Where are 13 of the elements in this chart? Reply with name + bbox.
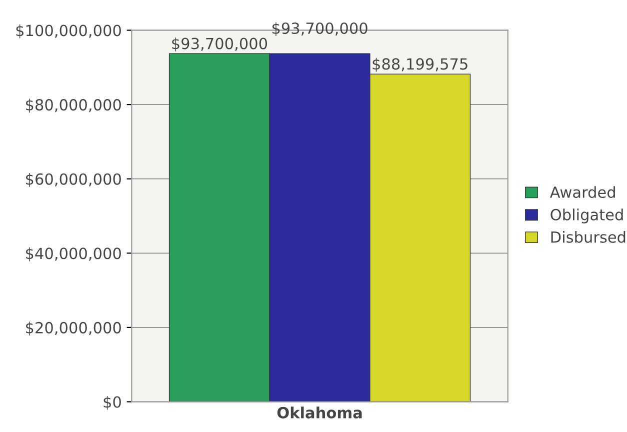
data-label: $93,700,000 bbox=[272, 22, 368, 36]
legend-label: Awarded bbox=[550, 186, 615, 198]
legend-label: Obligated bbox=[550, 208, 623, 224]
x-tick-label: Oklahoma bbox=[277, 406, 362, 418]
y-tick-label: $20,000,000 bbox=[26, 322, 121, 336]
data-label: $88,199,575 bbox=[372, 58, 468, 72]
data-label: $93,700,000 bbox=[172, 37, 268, 52]
y-tick-label: $0 bbox=[104, 396, 121, 410]
y-tick-label: $60,000,000 bbox=[26, 173, 121, 187]
y-tick-label: $80,000,000 bbox=[26, 98, 121, 113]
y-tick-label: $100,000,000 bbox=[16, 24, 121, 38]
y-tick-label: $40,000,000 bbox=[26, 247, 121, 262]
legend-label: Disbursed bbox=[551, 231, 626, 243]
